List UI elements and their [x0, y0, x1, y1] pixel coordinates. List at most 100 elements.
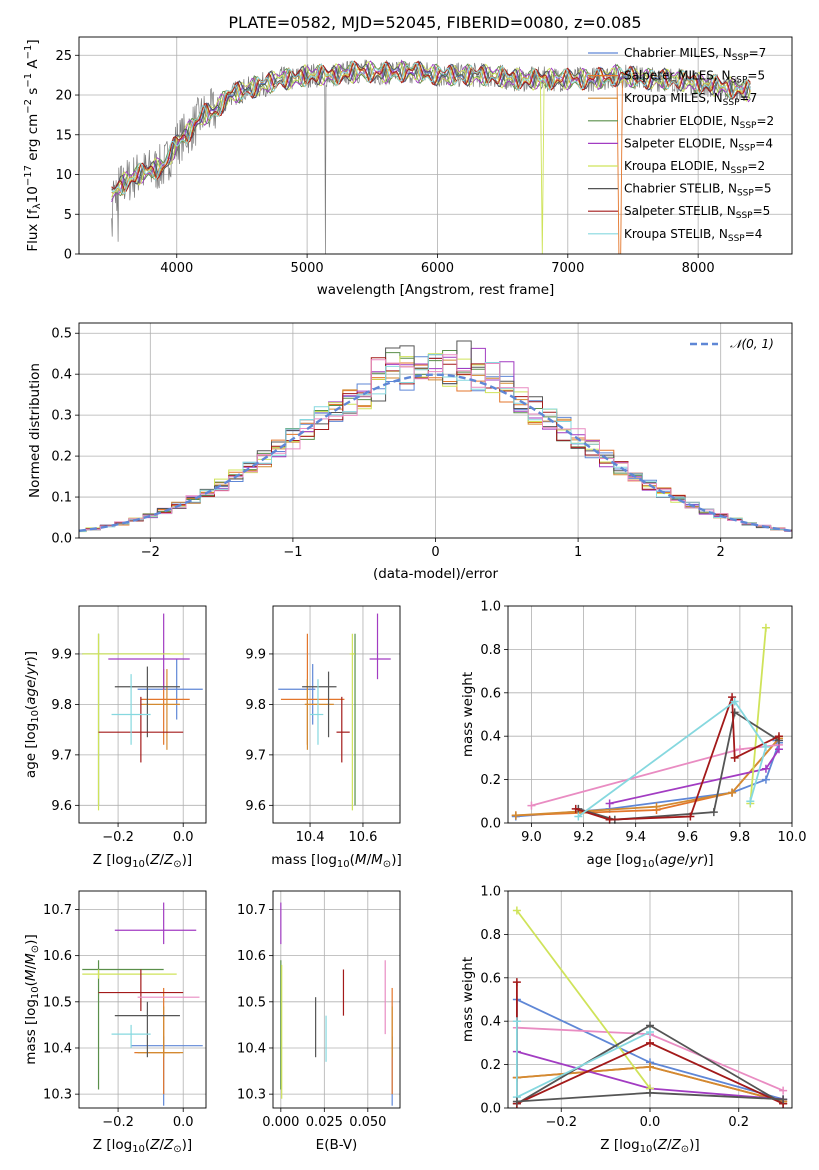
y-tick-label: 20 [55, 89, 72, 104]
legend-count: =2 [747, 159, 765, 173]
y-tick-label: 1.0 [480, 885, 501, 900]
x-axis-label-part: ⊙ [681, 1144, 689, 1155]
legend-sub: SSP [731, 166, 748, 176]
normal-curve [78, 373, 793, 532]
x-tick-label: 0.2 [728, 1115, 749, 1130]
y-axis-label-part: ] [25, 39, 41, 44]
x-tick-label: 0.0 [173, 1115, 194, 1130]
y-tick-label: 0.0 [480, 1102, 501, 1117]
legend-count: =4 [745, 227, 763, 241]
residual-histogram [79, 350, 792, 532]
x-axis-label-part: ⊙ [383, 859, 391, 870]
weight-marker [512, 1097, 521, 1106]
x-tick-label: 10.4 [296, 830, 325, 845]
weight-marker [646, 1062, 654, 1071]
y-axis-label-part: )] [23, 934, 39, 945]
x-axis-label: Z [log10(Z/Z⊙)] [93, 852, 192, 870]
axes-frame [78, 605, 207, 824]
y-tick-label: 9.8 [51, 698, 72, 713]
weight-marker [605, 815, 614, 824]
weight-marker [527, 801, 536, 810]
x-axis-label-part: / [367, 852, 372, 868]
y-tick-label: 10.4 [43, 1041, 72, 1056]
weight-marker [686, 812, 695, 821]
x-tick-label: −1 [283, 545, 302, 560]
y-tick-label: 9.9 [245, 647, 266, 662]
legend-sub: SSP [737, 189, 754, 199]
y-axis-label-part: age [23, 680, 39, 705]
panel-Z-weight: −0.2 0.0 0.20.00.20.40.60.81.0Z [log10(Z/Z… [460, 885, 793, 1155]
y-axis-label-part: mass [log [23, 999, 39, 1065]
legend-count: =4 [755, 136, 773, 150]
y-tick-label: 0.6 [480, 971, 501, 986]
y-tick-label: 10.6 [43, 949, 72, 964]
weight-line [575, 696, 780, 821]
weight-marker [646, 1088, 654, 1097]
y-axis-label-part: ⊙ [30, 945, 41, 953]
weight-marker [761, 764, 770, 773]
x-axis-label-part: / [667, 1137, 672, 1153]
legend-entry: Kroupa STELIB, NSSP=4 [624, 227, 762, 244]
legend-name: Salpeter STELIB, N [624, 204, 736, 218]
x-axis-label-part: ⊙ [173, 1144, 181, 1155]
y-axis-label: Flux [fλ10−17 erg cm−2 s−1 A−1] [23, 39, 43, 251]
axes-frame [507, 605, 793, 824]
legend-count: =5 [747, 69, 765, 83]
legend-sub: SSP [740, 121, 757, 131]
legend-count: =5 [753, 204, 771, 218]
legend-count: =2 [756, 114, 774, 128]
x-axis-label-part: ( [145, 1137, 150, 1153]
x-axis-label-part: ⊙ [173, 859, 181, 870]
y-axis-label-part: −1 [23, 73, 34, 88]
x-tick-label: 10.0 [778, 830, 807, 845]
x-axis-label: (data-model)/error [373, 566, 499, 582]
weight-marker [574, 812, 583, 821]
x-tick-label: 6000 [421, 261, 454, 276]
y-axis-label: mass weight [460, 957, 476, 1042]
x-axis-label-part: 10 [337, 859, 350, 870]
legend-sub: SSP [738, 143, 755, 153]
spectrum-model-line [111, 61, 751, 254]
x-axis-label: age [log10(age/yr)] [586, 852, 713, 870]
legend-count: =5 [754, 182, 772, 196]
spectrum-model-line [111, 60, 751, 254]
x-axis-label-part: )] [182, 852, 193, 868]
x-axis-label-part: Z [log [600, 1137, 639, 1153]
y-axis-label-part: Flux [f [25, 208, 41, 252]
legend-name: Chabrier STELIB, N [624, 182, 737, 196]
y-tick-label: 9.9 [51, 647, 72, 662]
y-tick-label: 10.3 [43, 1088, 72, 1103]
x-axis-label-part: / [159, 1137, 164, 1153]
y-tick-label: 1.0 [480, 600, 501, 615]
weight-marker [761, 775, 770, 784]
legend-name: Kroupa ELODIE, N [624, 159, 731, 173]
x-axis-label: Z [log10(Z/Z⊙)] [600, 1137, 699, 1155]
axes-frame [272, 890, 401, 1109]
x-tick-label: −0.2 [102, 1115, 134, 1130]
y-tick-label: 0.2 [51, 450, 72, 465]
x-axis-label-part: )] [703, 852, 714, 868]
legend-sub: SSP [732, 53, 749, 63]
x-axis-label-part: / [159, 852, 164, 868]
legend-count: =7 [740, 91, 758, 105]
x-axis-label-part: ( [654, 852, 659, 868]
y-tick-label: 0.2 [480, 773, 501, 788]
y-tick-label: 0.4 [51, 368, 72, 383]
x-axis-label-part: 10 [642, 859, 655, 870]
y-axis-label-part: M [23, 953, 39, 965]
y-axis-label-part: ( [23, 705, 39, 710]
x-axis-label-part: Z [163, 1137, 174, 1153]
x-tick-label: 0.000 [262, 1115, 299, 1130]
y-tick-label: 9.7 [51, 748, 72, 763]
y-tick-label: 15 [55, 128, 72, 143]
axes-frame [507, 890, 793, 1109]
panel-Z-mass: −0.2 0.010.310.410.510.610.7Z [log10(Z/Z⊙… [23, 890, 207, 1155]
x-tick-label: 0.0 [640, 1115, 661, 1130]
weight-marker [761, 623, 770, 632]
y-tick-label: 0.3 [51, 409, 72, 424]
y-tick-label: 9.8 [245, 698, 266, 713]
weight-marker [779, 1086, 788, 1095]
y-axis-label-part: 10 [30, 986, 41, 999]
